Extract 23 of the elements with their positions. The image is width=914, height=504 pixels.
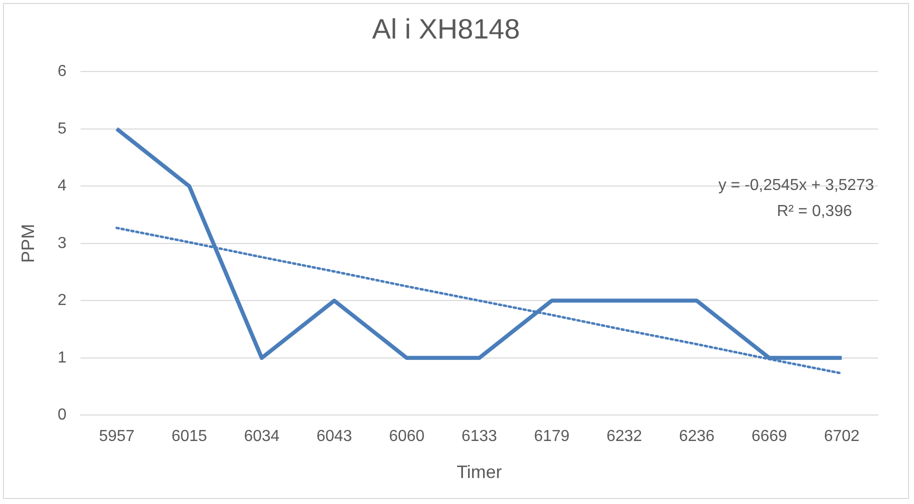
- x-tick-label: 6179: [534, 428, 570, 446]
- chart-title: Al i XH8148: [372, 14, 520, 45]
- x-tick-label: 5957: [98, 428, 135, 446]
- y-tick-label: 4: [58, 178, 67, 195]
- x-axis-title: Timer: [456, 462, 502, 482]
- y-axis-title: PPM: [18, 224, 38, 263]
- x-tick-label: 6133: [461, 428, 498, 446]
- x-tick-label: 6034: [244, 428, 280, 446]
- x-tick-label: 6232: [606, 428, 642, 446]
- y-tick-label: 2: [58, 292, 67, 310]
- x-tick-label: 6015: [171, 428, 208, 446]
- y-tick-label: 5: [58, 120, 67, 138]
- y-tick-label: 6: [58, 63, 67, 80]
- y-tick-label: 0: [58, 406, 67, 424]
- x-tick-label: 6060: [388, 428, 425, 446]
- x-tick-label: 6043: [316, 428, 352, 446]
- annotation: R² = 0,396: [776, 202, 852, 220]
- x-tick-label: 6236: [678, 428, 715, 446]
- x-tick-label: 6669: [751, 428, 788, 446]
- annotation: y = -0,2545x + 3,5273: [718, 176, 874, 194]
- y-tick-label: 1: [58, 349, 67, 366]
- y-tick-label: 3: [58, 234, 67, 252]
- x-tick-label: 6702: [824, 428, 860, 446]
